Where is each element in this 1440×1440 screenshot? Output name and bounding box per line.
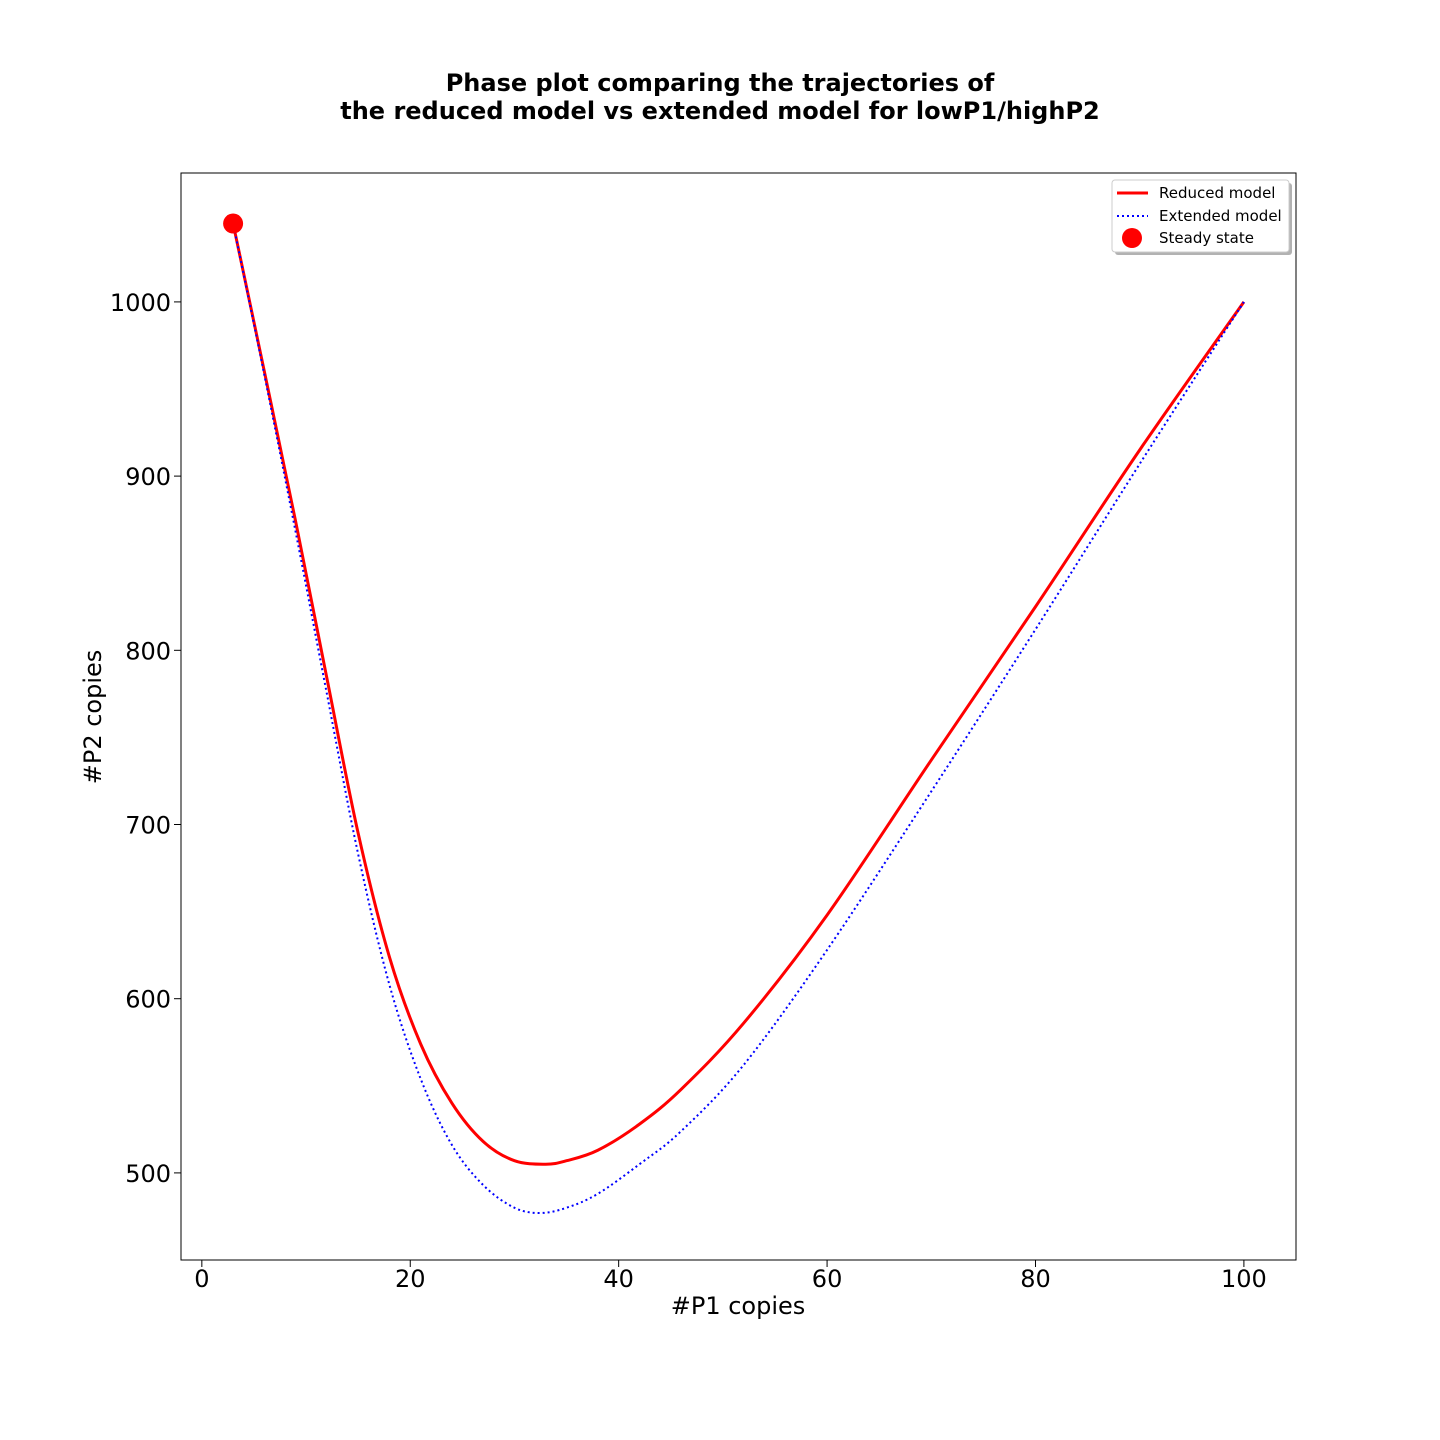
legend-label-extended-model: Extended model [1159, 207, 1282, 225]
chart-title-line-2: the reduced model vs extended model for … [340, 97, 1099, 125]
plot-area [180, 172, 1297, 1261]
plot-frame [180, 172, 1297, 1261]
y-tick-label: 500 [125, 1160, 171, 1188]
series-line-reduced-model [231, 223, 1246, 1166]
marker-group [223, 213, 244, 234]
series-group [231, 223, 1246, 1214]
x-tick-label: 80 [1020, 1265, 1051, 1293]
series-line-extended-model [232, 223, 1245, 1214]
x-axis-label: #P1 copies [671, 1292, 806, 1320]
y-tick-label: 800 [125, 637, 171, 665]
legend: Reduced model Extended model Steady stat… [1111, 179, 1292, 255]
x-axis-ticks: 0 20 40 60 80 100 [194, 1260, 1267, 1293]
chart-title-line-1: Phase plot comparing the trajectories of [446, 69, 995, 97]
x-tick-label: 100 [1221, 1265, 1267, 1293]
legend-label-reduced-model: Reduced model [1159, 184, 1275, 202]
y-tick-label: 600 [125, 986, 171, 1014]
legend-swatch-steady-state [1122, 228, 1142, 248]
y-axis-label: #P2 copies [79, 650, 107, 785]
legend-label-steady-state: Steady state [1159, 229, 1254, 247]
y-axis-ticks: 500 600 700 800 900 1000 [110, 289, 181, 1188]
y-tick-label: 900 [125, 463, 171, 491]
y-tick-label: 700 [125, 812, 171, 840]
x-tick-label: 60 [812, 1265, 843, 1293]
y-tick-label: 1000 [110, 289, 171, 317]
x-tick-label: 0 [194, 1265, 209, 1293]
legend-box [1111, 179, 1290, 253]
x-tick-label: 40 [603, 1265, 634, 1293]
x-tick-label: 20 [395, 1265, 426, 1293]
steady-state-marker [223, 213, 244, 234]
plot-background [181, 173, 1296, 1260]
